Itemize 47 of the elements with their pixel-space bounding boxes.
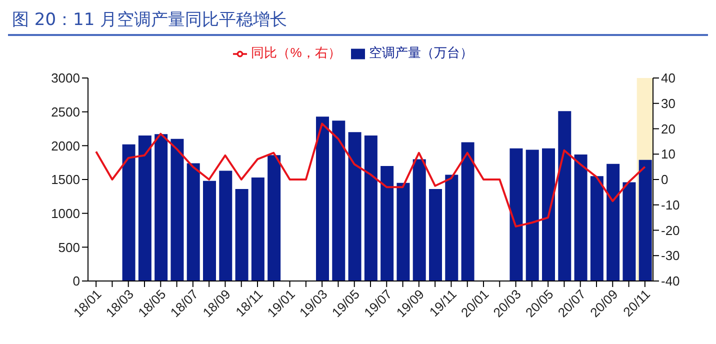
y2-tick-label: 10 [661,146,676,162]
bar [268,155,281,281]
bar [316,116,329,281]
bar [526,150,539,281]
bar [122,144,136,281]
bar [186,163,200,281]
y-tick-label: 1500 [51,172,80,188]
bar [154,134,168,281]
bar [412,159,426,281]
y2-tick-label: 20 [661,121,676,136]
bar [380,166,394,281]
bar [170,138,184,281]
bar [138,136,152,281]
bar [251,177,264,281]
y-tick-label: 0 [72,274,80,289]
bar [219,170,232,281]
legend-label: 空调产量（万台） [368,45,473,60]
line-series [95,122,646,228]
bar [558,111,572,281]
bar [348,132,362,281]
y2-tick-label: -20 [661,222,680,238]
y-tick-label: 2500 [51,104,80,120]
bar [574,154,588,281]
y2-tick-label: -10 [661,197,680,212]
bar [510,148,523,281]
bar [542,148,555,281]
bar [445,174,458,281]
bar [396,182,410,281]
bar [332,120,346,281]
y2-tick-label: -40 [661,274,680,289]
y2-tick-label: 40 [661,70,676,86]
legend-label: 同比（%，右） [251,45,341,60]
bar [429,188,442,281]
bar [364,136,378,281]
y-tick-label: 500 [58,240,80,255]
bar [235,188,248,281]
y2-tick-label: -30 [661,248,680,264]
y-tick-label: 2000 [51,138,80,154]
y2-tick-label: 30 [661,96,676,111]
y2-tick-label: 0 [661,172,668,188]
bar [461,142,474,281]
chart-title: 图 20：11 月空调产量同比平稳增长 [11,9,288,32]
y-tick-label: 1000 [51,206,80,221]
y-tick-label: 3000 [51,70,80,86]
bar [590,176,604,281]
bar [606,164,620,281]
bar [203,180,216,281]
